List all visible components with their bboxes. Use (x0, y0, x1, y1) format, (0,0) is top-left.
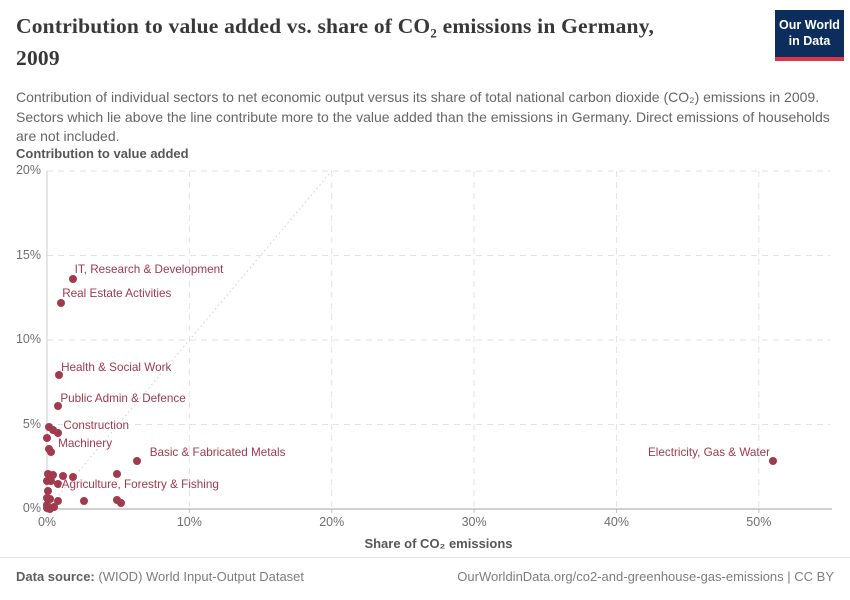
data-point[interactable] (68, 472, 77, 481)
data-point[interactable] (43, 486, 52, 495)
identity-line (46, 170, 333, 510)
data-point[interactable] (50, 503, 59, 512)
data-point[interactable] (49, 426, 58, 435)
plot-canvas (46, 170, 832, 513)
data-point[interactable] (44, 423, 53, 432)
y-tick-label: 15% (15, 247, 41, 262)
data-point[interactable] (49, 471, 58, 480)
point-label-electricity-gas-water[interactable]: Electricity, Gas & Water (647, 445, 771, 459)
point-label-it-research-development[interactable]: IT, Research & Development (74, 263, 224, 277)
data-point-public-admin-defence[interactable] (54, 401, 63, 410)
point-label-basic-fabricated-metals[interactable]: Basic & Fabricated Metals (149, 445, 286, 459)
x-tick-label: 10% (176, 515, 202, 529)
x-tick-label: 0% (37, 515, 57, 529)
data-point-electricity-gas-water[interactable] (769, 456, 778, 465)
data-point[interactable] (47, 476, 56, 485)
data-point-construction[interactable] (54, 428, 63, 437)
footer-credit-link[interactable]: OurWorldinData.org/co2-and-greenhouse-ga… (457, 569, 834, 584)
owid-logo[interactable]: Our World in Data (775, 10, 844, 61)
point-label-agriculture-forestry-fishing[interactable]: Agriculture, Forestry & Fishing (61, 478, 219, 492)
chart-title-line2: 2009 (16, 46, 60, 71)
x-tick-label: 20% (319, 515, 345, 529)
data-point-real-estate-activities[interactable] (57, 298, 66, 307)
data-point[interactable] (80, 496, 88, 505)
point-label-health-social-work[interactable]: Health & Social Work (61, 361, 172, 375)
point-label-construction[interactable]: Construction (63, 418, 129, 432)
x-tick-label: 30% (461, 515, 487, 529)
x-tick-label: 40% (603, 515, 629, 529)
data-point[interactable] (112, 469, 121, 478)
data-source-value: (WIOD) World Input-Output Dataset (94, 569, 305, 584)
data-point-basic-fabricated-metals[interactable] (132, 456, 141, 465)
scatter-chart: Contribution to value added Share of CO₂… (0, 145, 850, 557)
data-point[interactable] (47, 448, 56, 457)
data-point[interactable] (43, 434, 51, 443)
data-point[interactable] (59, 472, 68, 481)
data-source-text: Data source: (WIOD) World Input-Output D… (16, 569, 304, 600)
y-axis-title: Contribution to value added (16, 146, 189, 161)
data-point-agriculture-forestry-fishing[interactable] (53, 480, 62, 489)
owid-logo-line2: in Data (788, 34, 831, 49)
data-point[interactable] (45, 504, 54, 513)
x-axis-title: Share of CO₂ emissions (364, 536, 513, 551)
point-label-machinery[interactable]: Machinery (58, 437, 113, 450)
data-point-health-social-work[interactable] (55, 371, 64, 380)
y-tick-label: 10% (15, 332, 41, 346)
owid-logo-line1: Our World (779, 18, 840, 32)
owid-logo-stripe (775, 57, 844, 61)
data-point[interactable] (54, 497, 63, 506)
data-point-it-research-development[interactable] (68, 275, 77, 284)
chart-title: Contribution to value added vs. share of… (16, 10, 776, 75)
data-source-label: Data source: (16, 569, 95, 584)
data-point[interactable] (43, 470, 52, 479)
point-label-public-admin-defence[interactable]: Public Admin & Defence (60, 391, 186, 405)
data-point[interactable] (45, 495, 54, 504)
footer: Data source: (WIOD) World Input-Output D… (0, 557, 850, 600)
y-tick-label: 20% (15, 163, 41, 177)
data-point[interactable] (43, 477, 51, 486)
x-tick-label: 50% (746, 515, 772, 529)
chart-subtitle: Contribution of individual sectors to ne… (16, 89, 830, 145)
chart-title-line1: Contribution to value added vs. share of… (16, 14, 655, 38)
y-tick-label: 0% (22, 501, 41, 515)
point-label-real-estate-activities[interactable]: Real Estate Activities (62, 286, 172, 300)
data-point[interactable] (117, 499, 126, 508)
y-tick-label: 5% (22, 416, 41, 431)
